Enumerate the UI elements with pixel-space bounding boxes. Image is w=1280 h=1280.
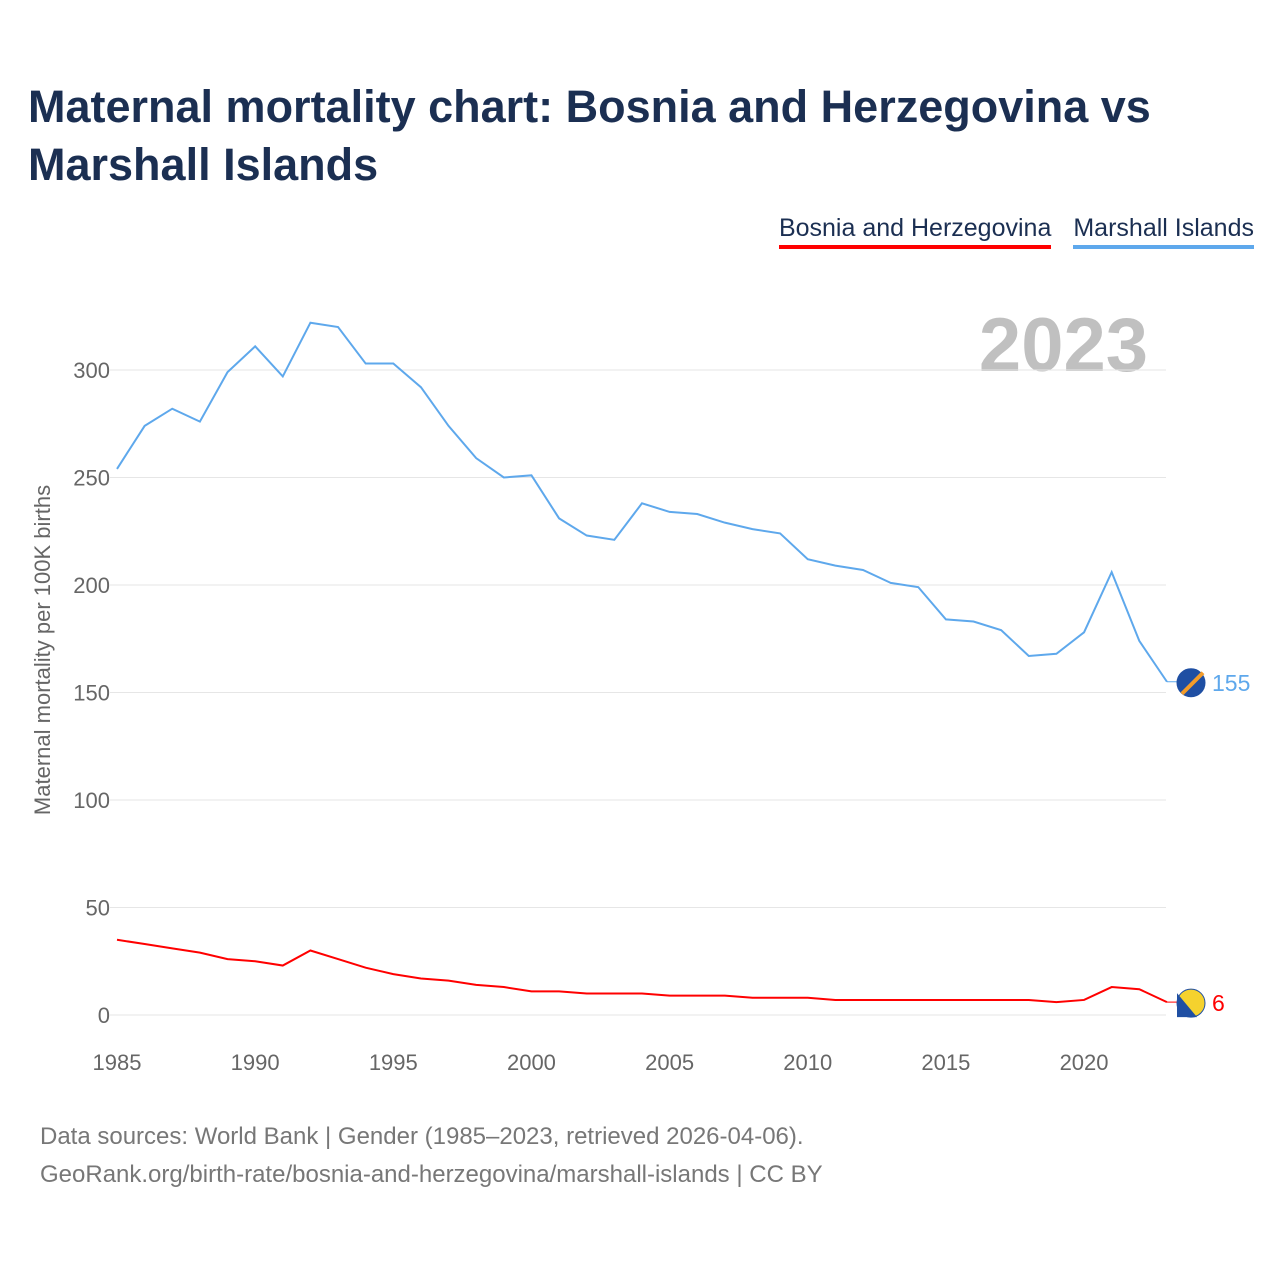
year-label: 2023: [978, 303, 1148, 388]
y-tick-label: 150: [73, 681, 110, 706]
chart-title: Maternal mortality chart: Bosnia and Her…: [28, 81, 1151, 190]
y-axis-label: Maternal mortality per 100K births: [30, 485, 55, 815]
footer: Data sources: World Bank | Gender (1985–…: [40, 1118, 823, 1194]
y-tick-label: 250: [73, 466, 110, 491]
legend-marshall-islands[interactable]: Marshall Islands: [1073, 214, 1254, 249]
y-tick-label: 300: [73, 358, 110, 383]
legend: Bosnia and Herzegovina Marshall Islands: [778, 214, 1254, 249]
flag-triangle: [1177, 993, 1197, 1018]
x-tick-label: 2015: [921, 1050, 970, 1075]
flag-stripe: [1180, 671, 1205, 696]
y-tick-label: 200: [73, 573, 110, 598]
end-value-label: 155: [1212, 670, 1250, 696]
source-url[interactable]: GeoRank.org/birth-rate/bosnia-and-herzeg…: [40, 1161, 823, 1188]
y-tick-label: 0: [98, 1003, 110, 1028]
x-tick-label: 2005: [645, 1050, 694, 1075]
series-line-bosnia: [116, 938, 1168, 1004]
x-tick-label: 1995: [369, 1050, 418, 1075]
data-source: Data sources: World Bank | Gender (1985–…: [40, 1123, 804, 1150]
x-tick-label: 2020: [1060, 1050, 1109, 1075]
end-value-label: 6: [1212, 990, 1225, 1016]
series-line-marshall-islands: [116, 321, 1168, 683]
y-tick-label: 100: [73, 788, 110, 813]
x-tick-label: 2010: [783, 1050, 832, 1075]
x-tick-label: 1985: [93, 1050, 142, 1075]
y-tick-label: 50: [86, 896, 110, 921]
x-tick-label: 2000: [507, 1050, 556, 1075]
x-tick-label: 1990: [231, 1050, 280, 1075]
legend-bosnia[interactable]: Bosnia and Herzegovina: [778, 214, 1052, 249]
